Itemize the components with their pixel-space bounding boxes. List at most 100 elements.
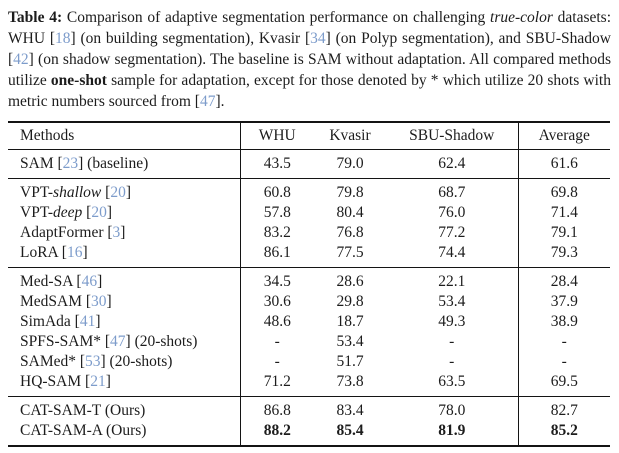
value-cell: 28.4 (517, 267, 610, 292)
value-cell: - (239, 332, 314, 352)
method-text-segment: ] (95, 313, 101, 330)
value-cell: 29.8 (336, 293, 364, 310)
table-row: SAM [23] (baseline) 43.5 79.0 62.4 61.6 (8, 149, 610, 179)
method-text-segment: deep (53, 204, 83, 221)
citation-link[interactable]: 20 (110, 184, 126, 201)
method-text-segment: ] (20-shots) (125, 333, 198, 350)
value-cell: 73.8 (336, 373, 364, 390)
value-cell: 61.6 (517, 149, 610, 179)
citation-link[interactable]: 42 (13, 51, 29, 68)
method-text-segment: ] (105, 373, 111, 390)
header-row: Methods WHU Kvasir SBU-Shadow Average (8, 122, 610, 150)
value-cell: - (449, 333, 455, 350)
value-cell: 51.7 (336, 353, 364, 370)
caption-text-segment: ] (on building segmentation), Kvasir [ (70, 30, 311, 47)
value-cell: 79.1 (517, 223, 610, 243)
value-cell: 79.8 (336, 184, 364, 201)
method-text-segment: HQ-SAM [ (20, 373, 91, 390)
method-text-segment: ] (82, 244, 88, 261)
table-row: Med-SA [46] 34.5 28.6 22.1 28.4 (8, 267, 610, 293)
method-cell: HQ-SAM [21] (8, 372, 240, 397)
method-cell: MedSAM [30] (8, 292, 240, 312)
value-cell: 86.1 (239, 243, 314, 268)
value-cell: 79.0 (336, 155, 364, 172)
value-cell: 80.4 (336, 204, 364, 221)
citation-link[interactable]: 20 (91, 204, 107, 221)
value-cell: 37.9 (517, 292, 610, 312)
citation-link[interactable]: 47 (110, 333, 126, 350)
table-caption: Table 4: Comparison of adaptive segmenta… (8, 7, 611, 112)
citation-link[interactable]: 21 (90, 373, 106, 390)
value-cell: - (517, 332, 610, 352)
method-text-segment: ] (97, 273, 103, 290)
citation-link[interactable]: 34 (310, 30, 326, 47)
method-text-segment: VPT- (20, 184, 54, 201)
value-cell: 78.0 (438, 402, 466, 419)
table-row: LoRA [16] 86.1 77.5 74.4 79.3 (8, 243, 610, 268)
value-cell: 82.7 (517, 396, 610, 421)
method-cell: AdaptFormer [3] (8, 223, 240, 243)
method-text-segment: ] (baseline) (78, 155, 149, 172)
method-text-segment: SPFS-SAM* [ (20, 333, 111, 350)
table-group-tuning-methods: VPT-shallow [20] 60.8 79.8 68.7 69.8 VPT-deep… (8, 178, 610, 268)
citation-link[interactable]: 18 (54, 30, 71, 47)
value-cell: 43.5 (239, 149, 314, 179)
citation-link[interactable]: 41 (79, 313, 96, 330)
caption-text-segment: sample for adaptation, except for those … (8, 72, 611, 110)
value-cell: 76.0 (438, 204, 466, 221)
method-text-segment: [ (82, 204, 92, 221)
method-text-segment: ] (20-shots) (100, 353, 173, 370)
value-cell: 83.2 (239, 223, 314, 243)
method-text-segment: ] (106, 204, 113, 221)
citation-link[interactable]: 3 (112, 224, 121, 241)
method-cell: Med-SA [46] (8, 268, 240, 293)
method-text-segment: SAMed* [ (20, 353, 86, 370)
value-cell: 71.4 (517, 203, 610, 223)
value-cell: 28.6 (336, 273, 364, 290)
value-cell: 81.9 (438, 422, 466, 439)
table-group-sam-variants: Med-SA [46] 34.5 28.6 22.1 28.4 MedSAM [30] 30… (8, 267, 610, 397)
method-cell: CAT-SAM-A (Ours) (8, 421, 240, 446)
value-cell: 86.8 (239, 396, 314, 421)
table-row: SimAda [41] 48.6 18.7 49.3 38.9 (8, 312, 610, 332)
citation-link[interactable]: 23 (62, 155, 79, 172)
citation-link[interactable]: 47 (199, 93, 216, 110)
caption-text-segment: true-color (490, 9, 553, 26)
value-cell: - (517, 352, 610, 372)
table-row: SAMed* [53] (20-shots) -51.7- - (8, 352, 610, 372)
method-text-segment: ] (120, 224, 126, 241)
value-cell: 85.2 (517, 421, 610, 446)
table-group-baseline: SAM [23] (baseline) 43.5 79.0 62.4 61.6 (8, 149, 610, 179)
citation-link[interactable]: 30 (91, 293, 107, 310)
value-cell: 48.6 (239, 312, 314, 332)
method-text-segment: ] (106, 293, 112, 310)
method-text-segment: ] (125, 184, 131, 201)
table-row: MedSAM [30] 30.6 29.8 53.4 37.9 (8, 292, 610, 312)
method-cell: LoRA [16] (8, 243, 240, 268)
caption-text-segment: one-shot (50, 72, 107, 89)
value-cell: - (449, 353, 455, 370)
method-text-segment: SimAda [ (20, 313, 80, 330)
value-cell: 85.4 (336, 422, 364, 439)
method-text-segment: CAT-SAM-T (Ours) (20, 402, 146, 419)
table-row: HQ-SAM [21] 71.2 73.8 63.5 69.5 (8, 372, 610, 397)
method-cell: SimAda [41] (8, 312, 240, 332)
caption-text-segment: ] (on Polyp segmentation), and SBU-Shado… (8, 30, 611, 68)
method-text-segment: MedSAM [ (20, 293, 92, 310)
citation-link[interactable]: 16 (66, 244, 83, 261)
results-table: Methods WHU Kvasir SBU-Shadow Average SAM [2… (8, 121, 610, 447)
value-cell: 83.4 (336, 402, 364, 419)
table-group-ours: CAT-SAM-T (Ours) 86.8 83.4 78.0 82.7 CAT-SAM-… (8, 396, 610, 446)
caption-text-segment: Table 4: (8, 9, 63, 26)
method-text-segment: LoRA [ (20, 244, 67, 261)
table-row: CAT-SAM-T (Ours) 86.8 83.4 78.0 82.7 (8, 396, 610, 421)
citation-link[interactable]: 46 (81, 273, 98, 290)
citation-link[interactable]: 53 (85, 353, 101, 370)
value-cell: 76.8 (336, 224, 364, 241)
method-text-segment: shallow (53, 184, 102, 201)
value-cell: 63.5 (438, 373, 466, 390)
column-header-sbu-shadow: SBU-Shadow (409, 127, 495, 144)
value-cell: 30.6 (239, 292, 314, 312)
method-cell: VPT-deep [20] (8, 203, 240, 223)
value-cell: 68.7 (438, 184, 466, 201)
